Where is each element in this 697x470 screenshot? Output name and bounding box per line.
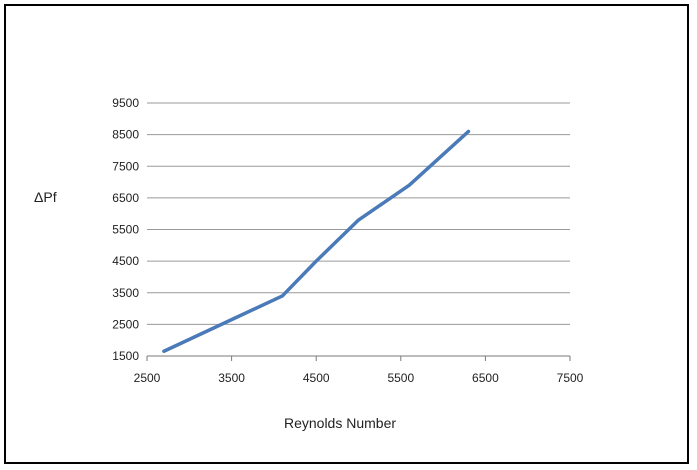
y-tick-label: 8500 [112,128,139,142]
y-tick-label: 3500 [112,286,139,300]
x-tick-label: 7500 [557,371,584,385]
x-tick-label: 4500 [303,371,330,385]
x-axis-label: Reynolds Number [284,415,396,431]
y-tick-label: 7500 [112,159,139,173]
y-tick-label: 1500 [112,349,139,363]
x-axis-ticks: 2500 3500 4500 5500 6500 7500 [134,356,584,385]
y-axis-ticks: 1500 2500 3500 4500 5500 6500 7500 8500 9500 [112,96,139,363]
x-tick-label: 3500 [218,371,245,385]
y-tick-label: 2500 [112,317,139,331]
gridlines [147,102,570,357]
series-layer [162,129,471,354]
x-tick-label: 5500 [387,371,414,385]
y-axis-label: ΔPf [34,189,57,205]
x-tick-label: 6500 [472,371,499,385]
y-tick-label: 4500 [112,254,139,268]
y-tick-label: 6500 [112,191,139,205]
series-line-0 [162,129,471,354]
y-tick-label: 5500 [112,223,139,237]
y-tick-label: 9500 [112,96,139,110]
x-tick-label: 2500 [134,371,161,385]
